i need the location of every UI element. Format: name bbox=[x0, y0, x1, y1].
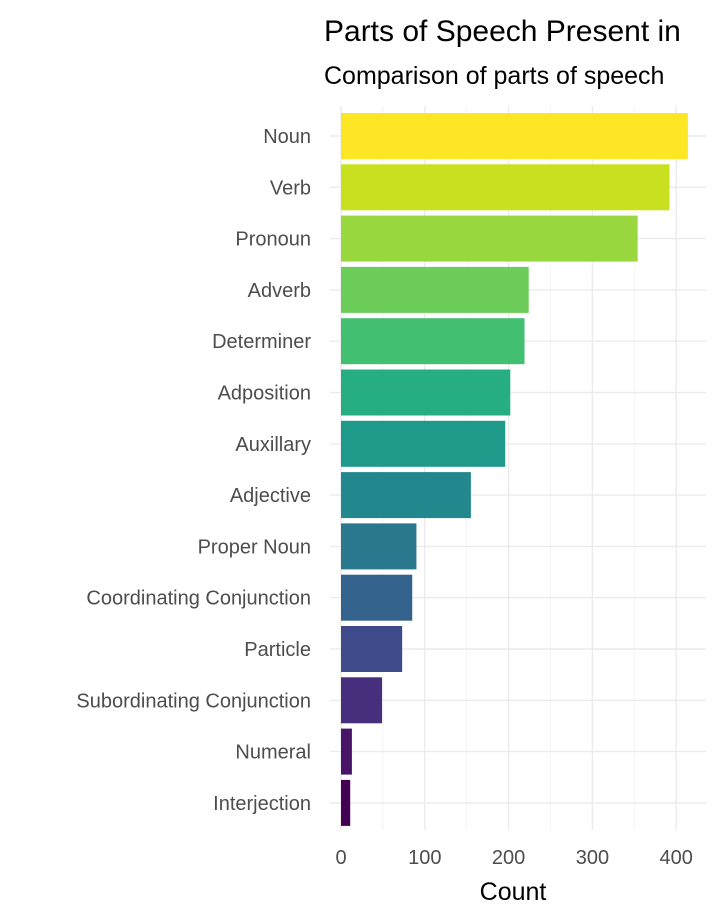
category-label: Adverb bbox=[248, 280, 311, 302]
x-tick-label: 400 bbox=[660, 847, 693, 869]
category-label: Adposition bbox=[218, 383, 311, 405]
category-label: Determiner bbox=[212, 331, 311, 353]
chart-subtitle: Comparison of parts of speech bbox=[324, 62, 664, 90]
bar bbox=[341, 472, 471, 519]
grid bbox=[330, 106, 706, 830]
category-label: Subordinating Conjunction bbox=[76, 690, 311, 712]
x-tick-label: 100 bbox=[408, 847, 441, 869]
category-label: Pronoun bbox=[235, 229, 311, 251]
bar bbox=[341, 369, 511, 416]
category-label: Proper Noun bbox=[198, 536, 311, 558]
category-label: Verb bbox=[270, 177, 311, 199]
bar bbox=[341, 420, 506, 467]
category-label: Numeral bbox=[235, 742, 311, 764]
bar bbox=[341, 215, 638, 262]
x-tick-label: 200 bbox=[492, 847, 525, 869]
category-label: Interjection bbox=[213, 793, 311, 815]
bar bbox=[341, 728, 352, 775]
bar bbox=[341, 113, 688, 159]
bar bbox=[341, 574, 413, 621]
bar bbox=[341, 523, 417, 570]
bar bbox=[341, 677, 383, 724]
bar bbox=[341, 164, 670, 211]
category-label: Coordinating Conjunction bbox=[86, 588, 311, 610]
bar bbox=[341, 626, 403, 672]
bar bbox=[341, 266, 529, 313]
category-label: Particle bbox=[244, 639, 311, 661]
bar bbox=[341, 779, 351, 826]
x-tick-label: 0 bbox=[335, 847, 346, 869]
x-axis-title: Count bbox=[480, 878, 547, 906]
category-label: Auxillary bbox=[235, 434, 311, 456]
bars bbox=[341, 113, 688, 826]
category-label: Noun bbox=[263, 126, 311, 148]
category-labels: Noun Verb Pronoun Adverb Determiner Adpositio… bbox=[76, 126, 311, 815]
bar bbox=[341, 318, 525, 365]
x-tick-label: 300 bbox=[576, 847, 609, 869]
chart-title: Parts of Speech Present in bbox=[324, 15, 681, 48]
category-label: Adjective bbox=[230, 485, 311, 507]
x-tick-labels: 0 100 200 300 400 bbox=[335, 847, 692, 869]
